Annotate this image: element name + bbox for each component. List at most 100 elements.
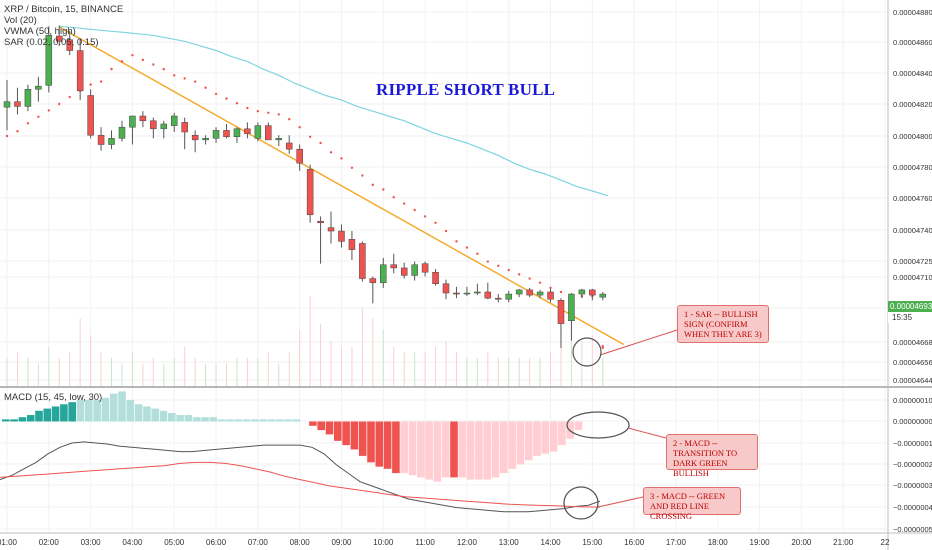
legend-sar[interactable]: SAR (0.02, 0.05, 0.15) (4, 37, 99, 48)
macd-histogram-bar (267, 419, 276, 422)
volume-bar (529, 357, 531, 386)
legend-vol[interactable]: Vol (20) (4, 15, 37, 26)
sar-dot (37, 115, 40, 119)
volume-bar (267, 352, 269, 386)
macd-histogram-bar (533, 421, 541, 456)
macd-histogram-bar (168, 412, 176, 422)
candle-body (97, 134, 105, 145)
candle-body (181, 122, 188, 133)
macd-histogram-bar (192, 417, 201, 422)
volume-bar (58, 357, 60, 386)
volume-bar (205, 363, 207, 386)
sar-dot (361, 174, 364, 177)
candle-body (327, 227, 335, 232)
macd-histogram-bar (466, 421, 475, 480)
candle-body (411, 264, 418, 276)
volume-bar (299, 329, 301, 386)
candle-body (202, 138, 209, 141)
sar-dot (193, 80, 197, 83)
volume-bar (278, 363, 280, 386)
candle-body (526, 289, 533, 296)
sar-dot (528, 277, 531, 280)
volume-bar (351, 346, 353, 386)
macd-histogram-bar (35, 410, 43, 422)
candle-body (87, 95, 94, 136)
candle-body (76, 50, 84, 92)
volume-bar (16, 352, 18, 386)
sar-dot (559, 290, 563, 294)
time-axis-label: 06:00 (206, 538, 227, 547)
candle-body (589, 289, 596, 296)
candle-body (578, 289, 586, 295)
candle-body (285, 142, 293, 150)
macd-histogram-bar (292, 419, 301, 422)
macd-histogram-bar (549, 421, 558, 452)
time-axis-label: 09:00 (331, 538, 352, 547)
sar-dot (455, 240, 458, 243)
volume-bar (142, 363, 144, 386)
candle-body (317, 220, 324, 224)
volume-bar (27, 357, 29, 386)
time-axis-label: 10:00 (373, 538, 394, 547)
candle-body (557, 300, 565, 324)
sar-dot (423, 215, 427, 218)
macd-histogram-bar (275, 419, 284, 422)
vwma-line (59, 25, 609, 197)
price-axis-label: 0.00004800 (893, 132, 932, 141)
time-axis-label: 19:00 (750, 538, 771, 547)
time-axis-label: 21:00 (833, 538, 854, 547)
price-axis-label: 0.00004725 (893, 257, 932, 266)
macd-histogram-bar (450, 421, 458, 478)
candle-body (150, 120, 157, 130)
legend-symbol[interactable]: XRP / Bitcoin, 15, BINANCE (4, 4, 124, 15)
macd-histogram-bar (491, 421, 500, 478)
macd-histogram-bar (76, 400, 85, 422)
price-axis-label: 0.00004656 (893, 358, 932, 367)
macd-histogram-bar (541, 421, 550, 454)
annotation-macd-crossing[interactable]: 3 - MACD -- GREEN AND RED LINE CROSSING (643, 487, 741, 521)
candle-body (191, 134, 199, 141)
legend-macd[interactable]: MACD (15, 45, low, 30) (4, 392, 103, 403)
macd-histogram-bar (433, 421, 442, 482)
volume-bar (152, 357, 154, 386)
time-axis-label: 14:00 (541, 538, 562, 547)
volume-bar (591, 335, 593, 386)
macd-histogram-bar (342, 421, 350, 446)
macd-histogram-bar (51, 406, 60, 422)
macd-histogram-bar (242, 419, 251, 422)
legend-vwma[interactable]: VWMA (50, high) (4, 26, 76, 37)
candle-body (390, 264, 397, 269)
volume-bar (497, 357, 499, 386)
sar-dot (298, 126, 301, 129)
macd-histogram-bar (500, 421, 508, 474)
candle-body (474, 291, 481, 294)
volume-bar (361, 307, 363, 386)
macd-histogram-bar (159, 410, 168, 422)
candle-body (139, 115, 147, 122)
candle-body (66, 39, 73, 51)
macd-histogram-bar (408, 421, 417, 476)
price-axis-label: 0.00004710 (893, 273, 932, 282)
candle-body (338, 230, 345, 242)
macd-histogram-bar (441, 421, 450, 478)
candle-body (233, 128, 241, 138)
sar-dot (319, 141, 322, 145)
annotation-sar[interactable]: 1 - SAR -- BULLISH SIGN (CONFIRM WHEN TH… (677, 305, 769, 343)
annotation-macd-transition[interactable]: 2 - MACD -- TRANSITION TO DARK GREEN BUL… (666, 434, 758, 478)
sar-highlight-circle (572, 337, 602, 367)
candle-body (599, 293, 607, 298)
volume-bar (414, 352, 416, 386)
macd-axis-label: −0.00000040 (893, 503, 932, 512)
macd-histogram-bar (458, 421, 467, 478)
sar-dot (538, 281, 542, 284)
sar-dot (350, 166, 354, 169)
macd-axis-label: −0.00000010 (893, 439, 932, 448)
candle-body (515, 289, 523, 295)
candle-body (536, 291, 544, 296)
macd-axis-label: 0.00000010 (893, 396, 932, 405)
candle-body (265, 125, 272, 141)
candle-body (568, 293, 575, 321)
candle-body (495, 297, 502, 300)
macd-histogram-bar (334, 421, 342, 441)
macd-axis-label: −0.00000020 (893, 460, 932, 469)
